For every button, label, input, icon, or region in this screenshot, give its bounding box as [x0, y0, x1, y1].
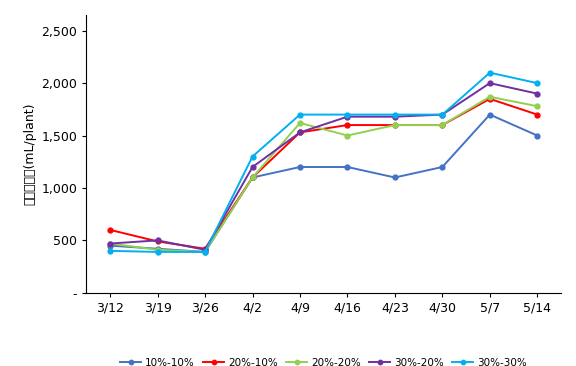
- Line: 10%-10%: 10%-10%: [108, 112, 540, 254]
- 30%-30%: [439, 112, 446, 117]
- 20%-10%: [107, 228, 113, 232]
- 10%-10%: [202, 250, 209, 254]
- 30%-30%: [392, 112, 399, 117]
- 30%-30%: [486, 71, 493, 75]
- 30%-20%: [249, 165, 256, 169]
- 30%-30%: [344, 112, 351, 117]
- 20%-20%: [202, 250, 209, 254]
- 10%-10%: [392, 175, 399, 180]
- 30%-20%: [439, 112, 446, 117]
- 20%-20%: [249, 175, 256, 180]
- 20%-20%: [344, 133, 351, 138]
- 30%-30%: [107, 249, 113, 253]
- 30%-20%: [297, 130, 304, 135]
- 10%-10%: [439, 165, 446, 169]
- 20%-20%: [297, 121, 304, 125]
- 20%-10%: [154, 239, 161, 244]
- 20%-20%: [392, 123, 399, 127]
- Line: 20%-20%: 20%-20%: [108, 94, 540, 254]
- 20%-10%: [297, 130, 304, 135]
- 20%-20%: [534, 104, 541, 108]
- 20%-20%: [107, 241, 113, 246]
- 20%-10%: [486, 97, 493, 101]
- 30%-30%: [249, 154, 256, 159]
- 10%-10%: [107, 243, 113, 248]
- 10%-10%: [534, 133, 541, 138]
- 20%-10%: [439, 123, 446, 127]
- 20%-20%: [154, 248, 161, 252]
- Y-axis label: 일일급액량(mL/plant): 일일급액량(mL/plant): [23, 102, 36, 205]
- 30%-20%: [534, 92, 541, 96]
- 10%-10%: [344, 165, 351, 169]
- 30%-20%: [486, 81, 493, 85]
- 30%-20%: [344, 115, 351, 119]
- 20%-20%: [439, 123, 446, 127]
- 30%-30%: [534, 81, 541, 85]
- Line: 30%-30%: 30%-30%: [108, 70, 540, 254]
- 20%-10%: [249, 175, 256, 180]
- Line: 30%-20%: 30%-20%: [108, 81, 540, 252]
- 20%-10%: [392, 123, 399, 127]
- 10%-10%: [486, 112, 493, 117]
- 20%-20%: [486, 94, 493, 99]
- Legend: 10%-10%, 20%-10%, 20%-20%, 30%-20%, 30%-30%: 10%-10%, 20%-10%, 20%-20%, 30%-20%, 30%-…: [116, 354, 532, 366]
- 30%-30%: [154, 250, 161, 254]
- 30%-20%: [392, 115, 399, 119]
- 10%-10%: [249, 175, 256, 180]
- 20%-10%: [202, 247, 209, 251]
- 30%-30%: [202, 250, 209, 254]
- 30%-30%: [297, 112, 304, 117]
- 20%-10%: [534, 112, 541, 117]
- 10%-10%: [154, 247, 161, 251]
- 30%-20%: [154, 238, 161, 243]
- 30%-20%: [202, 248, 209, 252]
- Line: 20%-10%: 20%-10%: [108, 96, 540, 251]
- 20%-10%: [344, 123, 351, 127]
- 30%-20%: [107, 241, 113, 246]
- 10%-10%: [297, 165, 304, 169]
